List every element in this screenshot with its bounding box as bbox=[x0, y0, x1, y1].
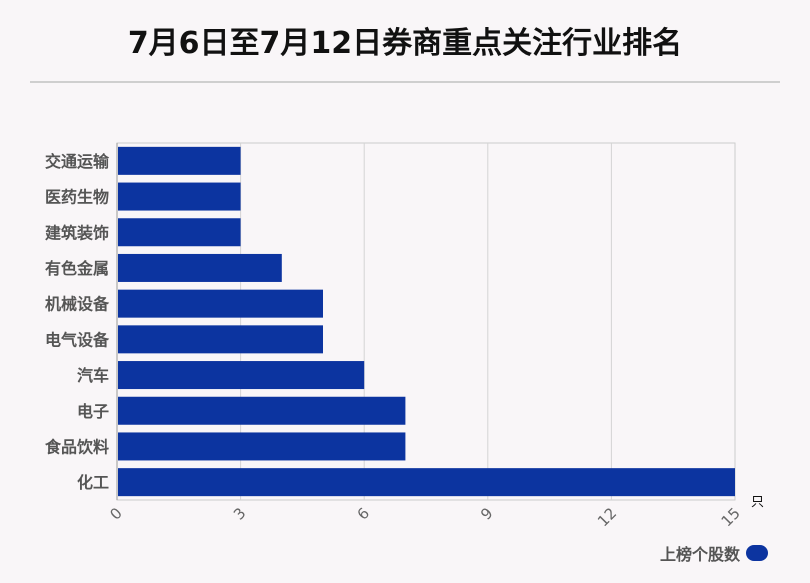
x-tick-label: 15 bbox=[718, 504, 744, 530]
bar bbox=[118, 396, 406, 425]
bar bbox=[118, 182, 241, 211]
bar bbox=[118, 468, 735, 497]
legend-label: 上榜个股数 bbox=[659, 545, 740, 564]
y-category-label: 化工 bbox=[77, 473, 109, 492]
title-divider bbox=[30, 81, 780, 83]
y-category-label: 电气设备 bbox=[45, 330, 110, 349]
x-unit-label: 只 bbox=[751, 495, 764, 510]
bar bbox=[118, 146, 241, 175]
x-tick-label: 6 bbox=[354, 504, 373, 523]
bar bbox=[118, 361, 365, 390]
bar bbox=[118, 253, 282, 282]
legend: 上榜个股数 bbox=[660, 541, 768, 565]
y-category-label: 交通运输 bbox=[45, 152, 110, 171]
bar bbox=[118, 289, 323, 318]
y-category-label: 有色金属 bbox=[45, 259, 109, 278]
legend-swatch bbox=[746, 545, 768, 561]
x-tick-label: 0 bbox=[106, 504, 125, 523]
bar bbox=[118, 325, 323, 354]
y-category-label: 建筑装饰 bbox=[45, 223, 109, 242]
y-category-label: 食品饮料 bbox=[44, 437, 109, 456]
chart-title: 7月6日至7月12日券商重点关注行业排名 bbox=[127, 26, 683, 61]
y-category-label: 汽车 bbox=[77, 366, 109, 385]
x-tick-label: 3 bbox=[230, 504, 249, 523]
y-category-label: 医药生物 bbox=[45, 188, 109, 207]
y-category-label: 电子 bbox=[77, 402, 109, 421]
x-tick-label: 12 bbox=[594, 504, 620, 530]
bar bbox=[118, 432, 406, 461]
x-tick-label: 9 bbox=[477, 504, 496, 523]
y-category-label: 机械设备 bbox=[45, 295, 110, 314]
bar bbox=[118, 218, 241, 247]
